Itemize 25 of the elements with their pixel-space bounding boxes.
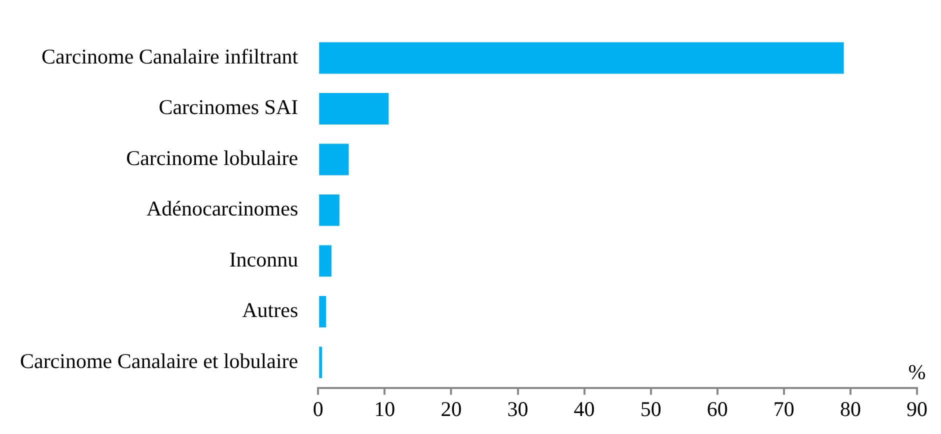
bar: [319, 194, 340, 226]
y-tick-label: Autres: [242, 298, 298, 322]
bar: [319, 296, 326, 328]
x-tick-label: 70: [773, 396, 794, 421]
x-tick-label: 0: [312, 396, 324, 421]
y-tick-label: Inconnu: [229, 247, 299, 272]
y-tick-label: Adénocarcinomes: [146, 196, 298, 221]
y-tick-label: Carcinomes SAI: [158, 95, 298, 120]
bar: [319, 42, 844, 74]
bar: [319, 144, 349, 176]
y-tick-label: Carcinome Canalaire et lobulaire: [20, 348, 298, 373]
x-tick-label: 80: [840, 396, 861, 421]
y-tick-label: Carcinome lobulaire: [126, 146, 298, 170]
x-tick-label: 90: [906, 396, 928, 421]
x-axis-title: %: [908, 360, 926, 384]
bar: [319, 92, 389, 124]
x-tick-label: 40: [574, 396, 595, 421]
x-tick-label: 20: [440, 396, 462, 421]
y-tick-label: Carcinome Canalaire infiltrant: [42, 44, 298, 68]
x-tick-label: 50: [640, 396, 662, 421]
x-tick-label: 10: [374, 396, 396, 421]
bar: [319, 346, 322, 378]
bar: [319, 245, 332, 277]
x-tick-label: 60: [706, 396, 728, 421]
x-tick-label: 30: [507, 396, 528, 421]
